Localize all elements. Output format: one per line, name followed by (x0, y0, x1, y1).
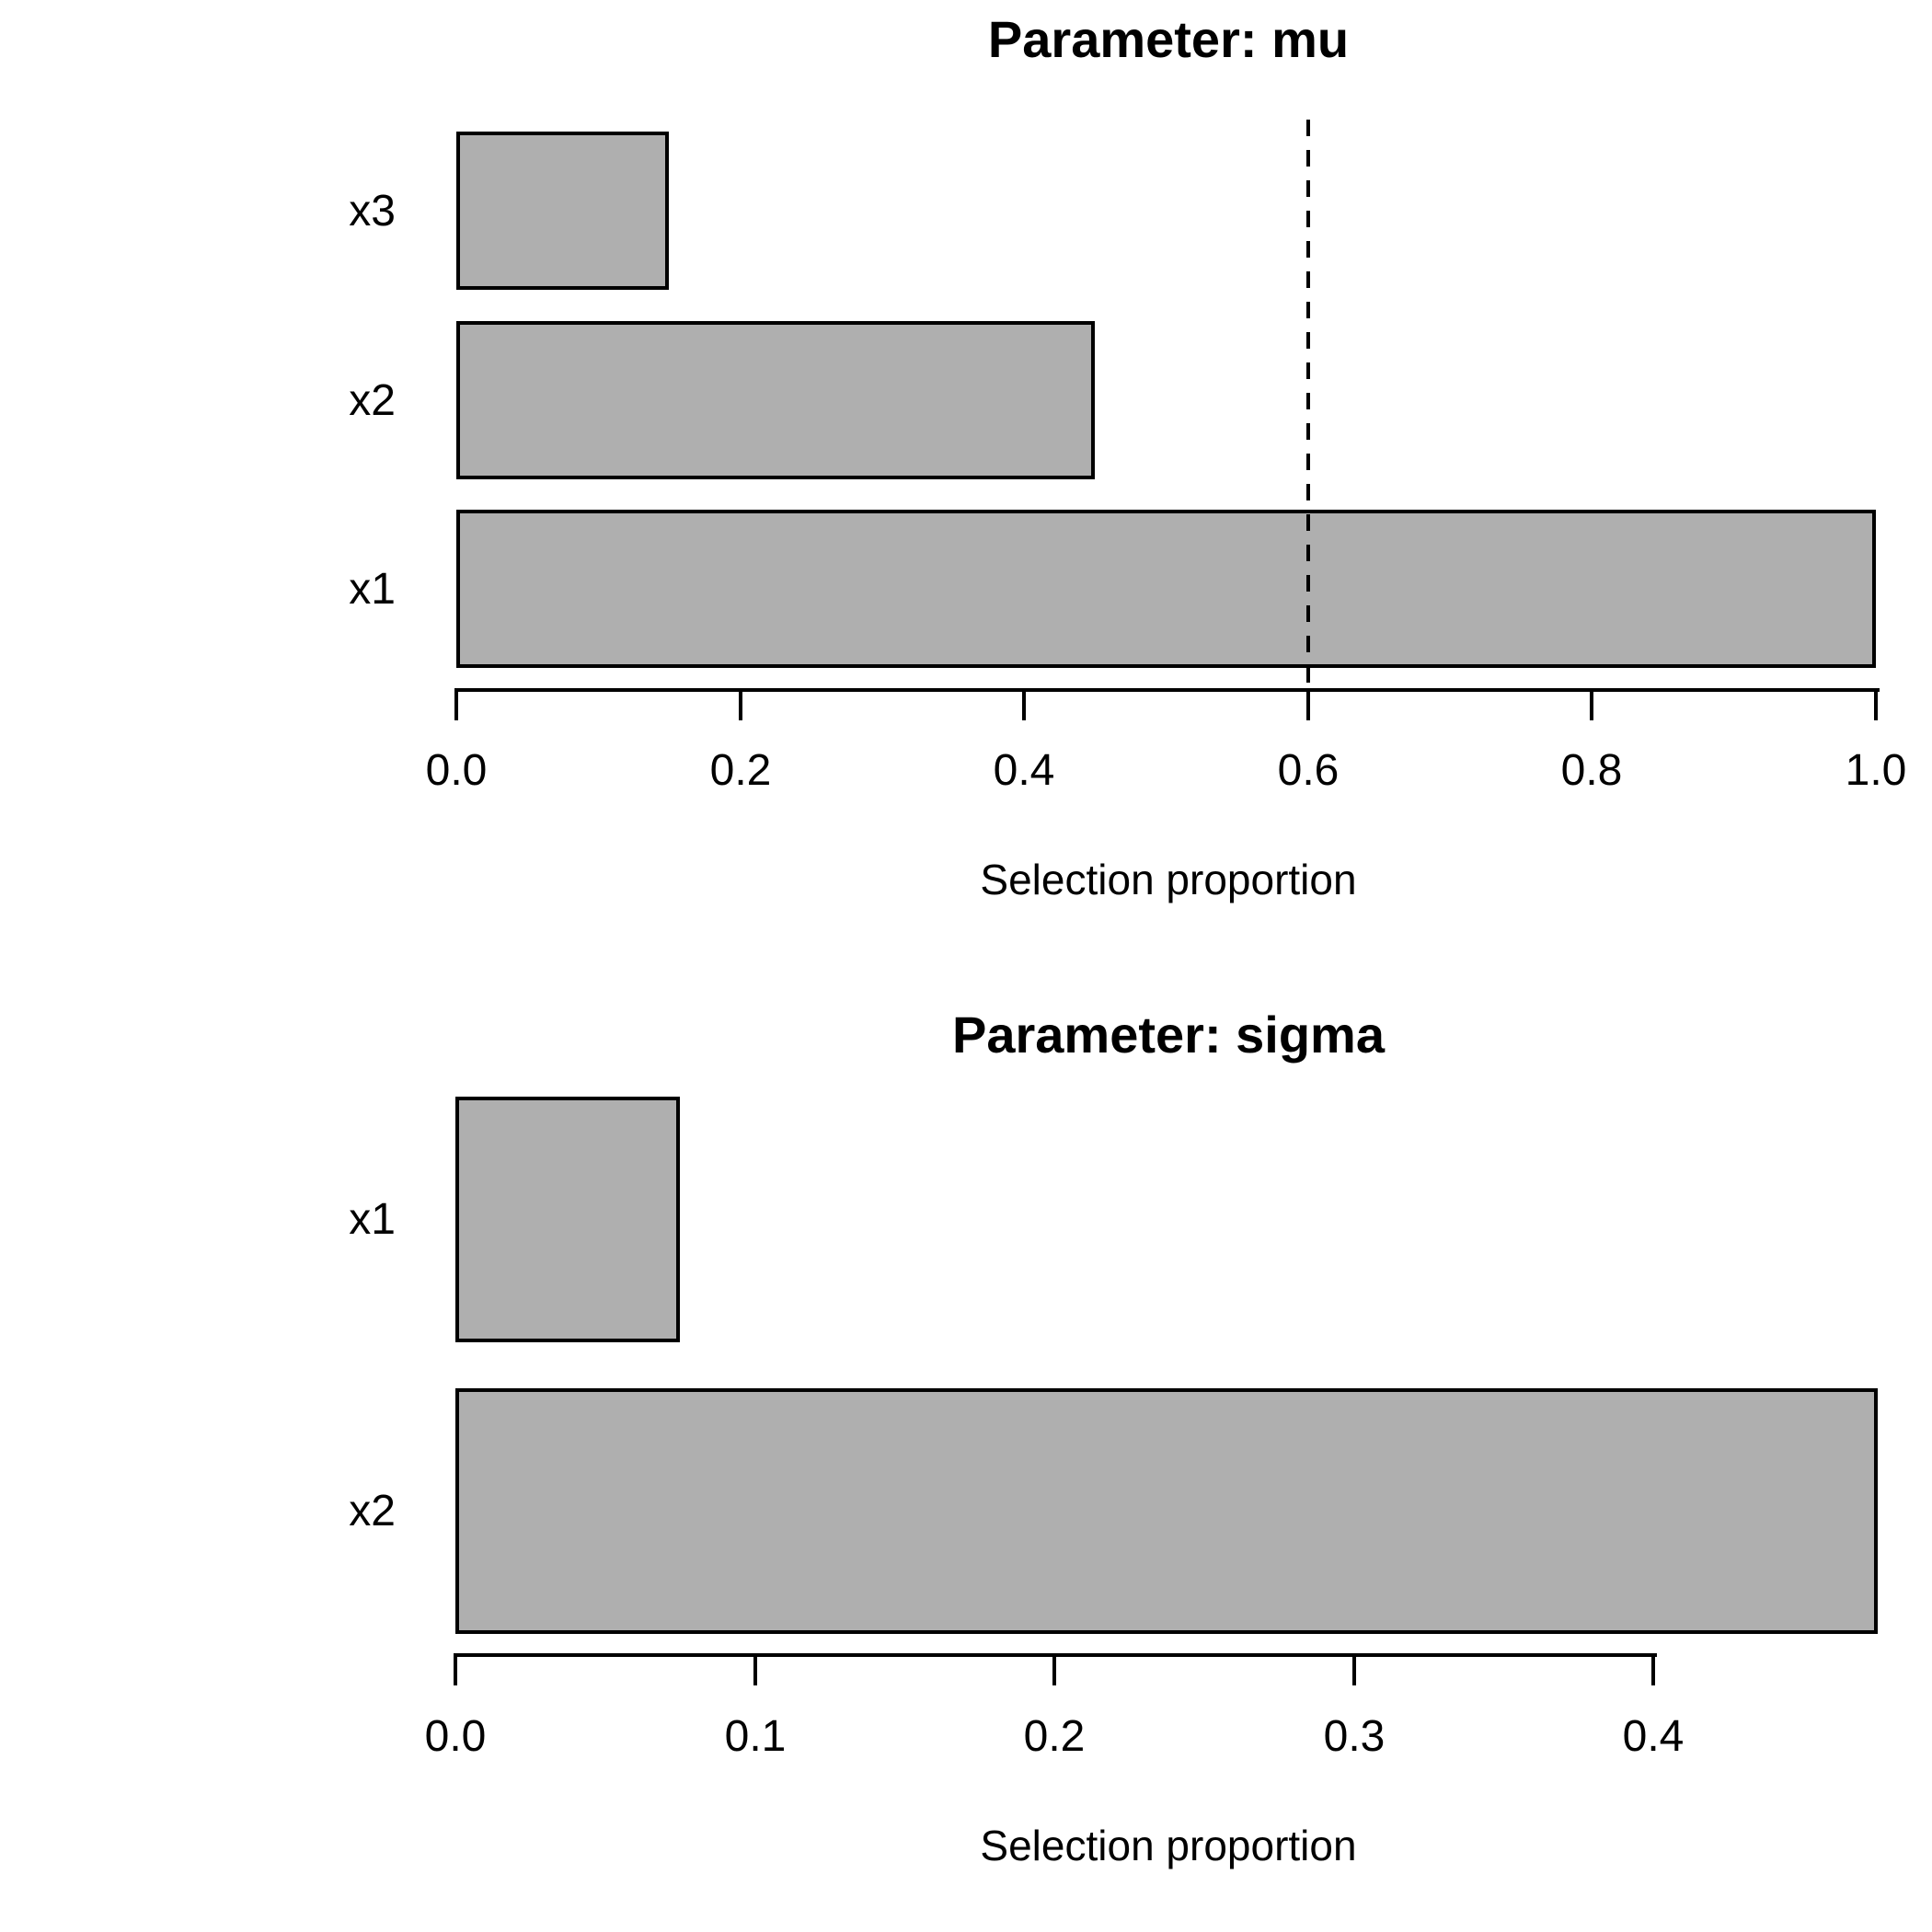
axis-baseline (455, 1653, 1657, 1657)
axis-tick-label: 0.2 (1023, 1712, 1086, 1761)
x-axis-mu: 0.0 0.2 0.4 0.6 0.8 1.0 (425, 688, 1907, 795)
axis-tick (1022, 688, 1026, 720)
axis-tick (1306, 688, 1310, 720)
axis-tick (454, 688, 458, 720)
chart-title-sigma: Parameter: sigma (951, 1006, 1385, 1064)
reference-line (1306, 120, 1310, 725)
plot-area-mu: x3 x2 x1 (349, 120, 1876, 725)
axis-tick-label: 0.4 (993, 746, 1055, 795)
category-label-x3: x3 (349, 186, 396, 236)
axis-baseline (456, 688, 1880, 692)
chart-mu: Parameter: mu x3 x2 x1 0.0 0.2 0.4 0.6 0.8 1.0 … (349, 10, 1907, 903)
axis-tick-label: 0.2 (709, 746, 772, 795)
axis-tick (1052, 1653, 1056, 1685)
bar-x2 (456, 321, 1095, 479)
chart-sigma: Parameter: sigma x1 x2 0.0 0.1 0.2 0.3 0.4 Se… (0, 966, 1932, 1932)
axis-tick (753, 1653, 757, 1685)
x-axis-sigma: 0.0 0.1 0.2 0.3 0.4 (0, 966, 1932, 1932)
category-label-x1: x1 (349, 564, 396, 614)
bar-x1 (456, 510, 1876, 668)
chart-title-mu: Parameter: mu (987, 10, 1350, 68)
axis-tick-label: 0.1 (724, 1712, 787, 1761)
category-label-x1: x1 (349, 1195, 396, 1244)
axis-tick-label: 0.8 (1560, 746, 1623, 795)
axis-tick-label: 0.3 (1323, 1712, 1386, 1761)
plot-area-sigma: x1 x2 (0, 966, 1932, 1932)
axis-tick-label: 0.0 (425, 746, 488, 795)
axis-tick (739, 688, 742, 720)
axis-tick (454, 1653, 457, 1685)
category-label-x2: x2 (349, 375, 396, 425)
axis-tick-label: 0.6 (1277, 746, 1340, 795)
axis-tick-label: 0.0 (424, 1712, 487, 1761)
category-label-x2: x2 (349, 1487, 396, 1535)
axis-tick-label: 1.0 (1845, 746, 1907, 795)
axis-tick (1352, 1653, 1356, 1685)
bar-x2 (455, 1388, 1878, 1634)
axis-tick (1590, 688, 1593, 720)
x-axis-label-mu: Selection proportion (980, 856, 1357, 903)
axis-tick (1874, 688, 1878, 720)
bar-x3 (456, 132, 669, 290)
x-axis-label-sigma: Selection proportion (980, 1822, 1357, 1869)
axis-tick-label: 0.4 (1622, 1712, 1685, 1761)
bar-x1 (455, 1097, 680, 1342)
axis-tick (1651, 1653, 1655, 1685)
